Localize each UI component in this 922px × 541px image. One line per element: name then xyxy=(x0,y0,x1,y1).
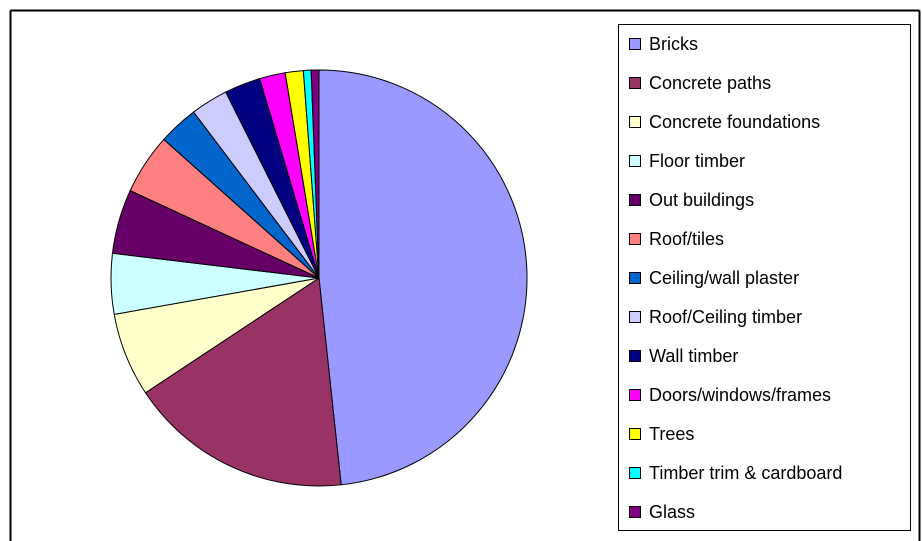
legend-swatch xyxy=(629,311,641,323)
legend-label: Wall timber xyxy=(649,346,738,366)
legend-swatch xyxy=(629,233,641,245)
legend-label: Bricks xyxy=(649,34,698,54)
legend-swatch xyxy=(629,77,641,89)
legend-swatch xyxy=(629,116,641,128)
legend-label: Timber trim & cardboard xyxy=(649,463,842,483)
legend-label: Glass xyxy=(649,502,695,522)
legend-label: Ceiling/wall plaster xyxy=(649,268,799,288)
pie-slice xyxy=(144,277,342,487)
legend-swatch xyxy=(629,155,641,167)
legend-swatch xyxy=(629,428,641,440)
legend-label: Trees xyxy=(649,424,694,444)
legend-swatch xyxy=(629,467,641,479)
legend-label: Concrete foundations xyxy=(649,112,820,132)
pie-slice xyxy=(318,69,528,486)
pie-slice xyxy=(310,69,320,279)
legend-label: Floor timber xyxy=(649,151,745,171)
legend-swatch xyxy=(629,194,641,206)
legend-swatch xyxy=(629,38,641,50)
legend-label: Concrete paths xyxy=(649,73,771,93)
legend-swatch xyxy=(629,272,641,284)
legend-label: Roof/tiles xyxy=(649,229,724,249)
legend-label: Doors/windows/frames xyxy=(649,385,831,405)
legend-swatch xyxy=(629,350,641,362)
legend-swatch xyxy=(629,389,641,401)
legend-label: Out buildings xyxy=(649,190,754,210)
legend-swatch xyxy=(629,506,641,518)
legend xyxy=(618,24,911,531)
legend-label: Roof/Ceiling timber xyxy=(649,307,802,327)
